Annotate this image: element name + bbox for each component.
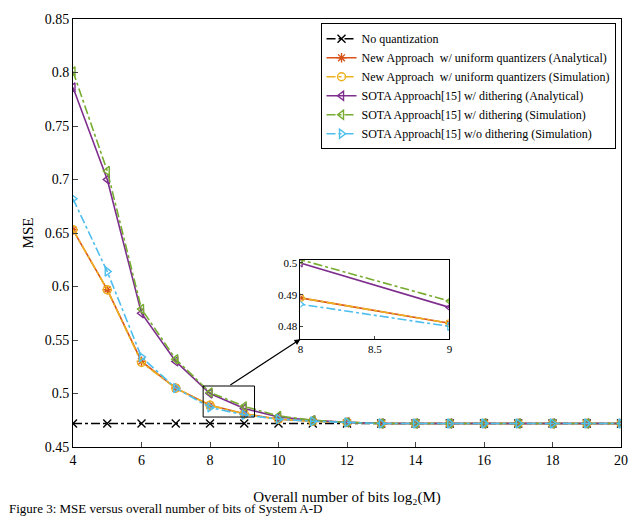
svg-text:0.55: 0.55 — [45, 333, 70, 348]
svg-text:Overall number of bits log₂(M): Overall number of bits log₂(M) — [253, 489, 441, 506]
svg-text:SOTA Approach[15] w/ dithering: SOTA Approach[15] w/ dithering (Simulati… — [362, 108, 586, 122]
svg-text:0.8: 0.8 — [52, 65, 70, 80]
svg-text:0.75: 0.75 — [45, 119, 70, 134]
svg-text:20: 20 — [614, 453, 628, 468]
svg-text:0.45: 0.45 — [45, 440, 70, 455]
svg-text:6: 6 — [138, 453, 145, 468]
svg-text:Figure 3: MSE versus overall n: Figure 3: MSE versus overall number of b… — [9, 501, 322, 516]
svg-text:0.5: 0.5 — [283, 257, 297, 269]
svg-text:No quantization: No quantization — [362, 32, 439, 46]
svg-text:0.5: 0.5 — [52, 386, 70, 401]
svg-text:New Approach w/ uniform quant: New Approach w/ uniform quantizers (Simu… — [362, 70, 610, 84]
svg-text:0.85: 0.85 — [45, 12, 70, 27]
svg-text:9: 9 — [447, 343, 453, 355]
svg-text:0.6: 0.6 — [52, 279, 70, 294]
svg-text:8.5: 8.5 — [368, 343, 382, 355]
svg-text:0.65: 0.65 — [45, 226, 70, 241]
svg-text:MSE: MSE — [20, 218, 36, 249]
svg-text:New Approach w/ uniform quant: New Approach w/ uniform quantizers (Anal… — [362, 51, 607, 65]
svg-text:4: 4 — [70, 453, 77, 468]
svg-text:0.7: 0.7 — [52, 172, 70, 187]
svg-text:8: 8 — [298, 343, 304, 355]
svg-text:10: 10 — [272, 453, 286, 468]
svg-text:16: 16 — [477, 453, 491, 468]
svg-text:12: 12 — [340, 453, 354, 468]
svg-text:0.48: 0.48 — [278, 320, 298, 332]
svg-text:8: 8 — [207, 453, 214, 468]
svg-text:18: 18 — [546, 453, 560, 468]
svg-text:SOTA Approach[15] w/o ditherin: SOTA Approach[15] w/o dithering (Simulat… — [362, 127, 592, 141]
svg-text:0.49: 0.49 — [278, 289, 298, 301]
svg-text:14: 14 — [409, 453, 423, 468]
svg-text:SOTA Approach[15] w/ dithering: SOTA Approach[15] w/ dithering (Analytic… — [362, 89, 584, 103]
